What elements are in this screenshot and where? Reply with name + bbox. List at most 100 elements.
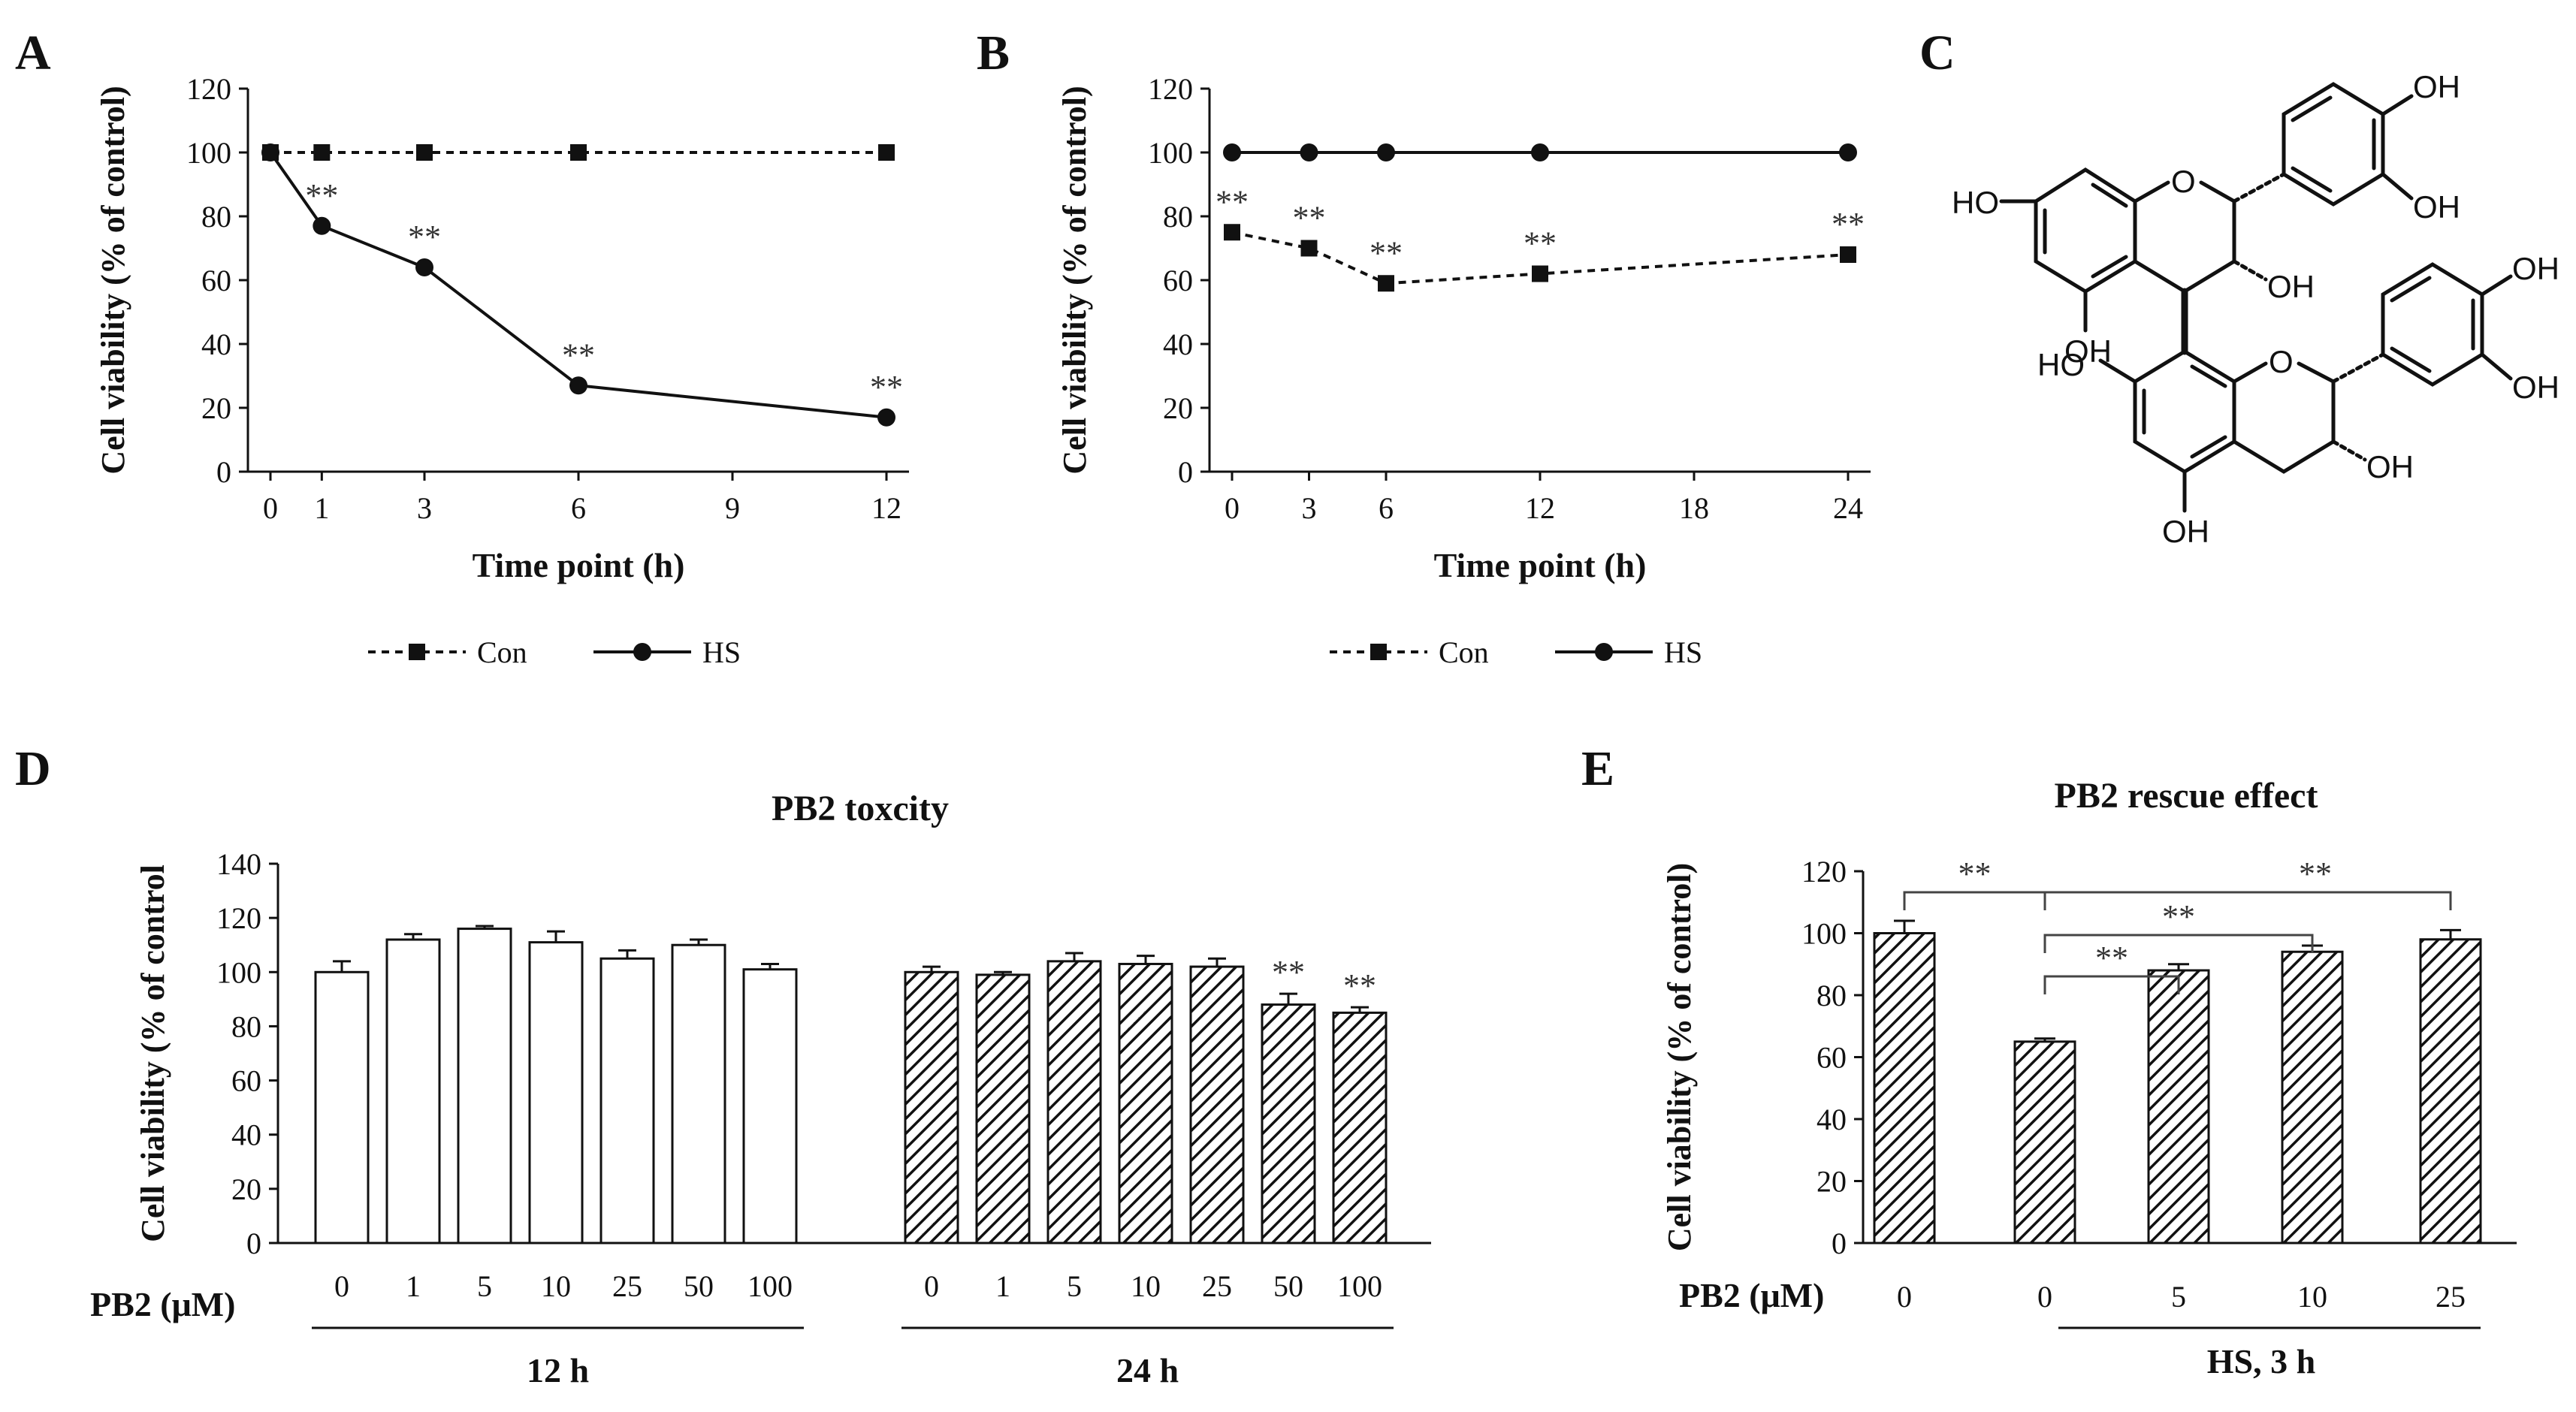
y-axis-title: Cell viability (% of control): [1056, 86, 1093, 474]
point-con: [1224, 224, 1240, 241]
point-hs: [1300, 143, 1318, 161]
x-tick-label: 0: [263, 491, 278, 525]
panel-letter-a: A: [15, 26, 51, 80]
significance-bracket: [1903, 891, 2046, 910]
y-tick-label: 120: [1148, 72, 1193, 106]
group-label: 12 h: [527, 1351, 589, 1389]
y-tick-label: 60: [201, 264, 231, 297]
significance-mark: **: [870, 369, 903, 406]
point-con: [878, 144, 895, 161]
y-tick-label: 0: [1832, 1226, 1847, 1260]
panel-letter-c: C: [1919, 26, 1955, 80]
upper-b-ring: [2282, 82, 2385, 207]
y-tick-label: 100: [1801, 917, 1847, 951]
x-tick-label: 0: [2037, 1280, 2052, 1314]
x-axis-title: Time point (h): [1434, 546, 1647, 584]
x-tick-label: 1: [314, 491, 329, 525]
x-tick-label: 0: [924, 1269, 939, 1303]
panel-letter-b: B: [977, 26, 1010, 80]
legend-marker-con: [409, 644, 425, 660]
x-tick-label: 24: [1833, 491, 1863, 525]
point-hs: [877, 408, 895, 427]
bar: [2419, 938, 2482, 1245]
x-tick-label: 25: [612, 1269, 642, 1303]
upper-a-ring: [2034, 167, 2137, 294]
y-tick-label: 40: [231, 1118, 261, 1152]
y-tick-label: 100: [216, 955, 261, 989]
x-tick-label: 9: [725, 491, 740, 525]
significance-mark: **: [1524, 225, 1557, 262]
x-tick-label: 50: [1273, 1269, 1303, 1303]
group-label: 24 h: [1116, 1351, 1179, 1389]
bar: [1332, 1011, 1388, 1245]
x-axis-title: Time point (h): [473, 546, 685, 584]
y-axis-title: Cell viability (% of control: [134, 864, 171, 1242]
structure-label: HO: [2037, 347, 2085, 382]
legend-label-con: Con: [477, 635, 527, 669]
bar: [457, 928, 512, 1245]
x-tick-label: 10: [541, 1269, 571, 1303]
x-axis-prefix: PB2 (μM): [90, 1285, 235, 1323]
significance-mark: **: [305, 177, 338, 214]
x-tick-label: 0: [1225, 491, 1240, 525]
panel-letter-d: D: [15, 741, 51, 796]
x-tick-label: 0: [334, 1269, 349, 1303]
x-tick-label: 12: [1525, 491, 1555, 525]
y-tick-label: 0: [1178, 455, 1193, 489]
significance-mark: **: [1958, 855, 1992, 892]
y-tick-label: 120: [186, 72, 231, 106]
legend-marker-con: [1370, 644, 1387, 660]
significance-bracket: [2043, 975, 2180, 994]
x-tick-label: 12: [871, 491, 901, 525]
significance-mark: **: [1343, 967, 1376, 1004]
bar: [385, 938, 441, 1245]
structure-label: OH: [2366, 449, 2414, 484]
y-axis-title: Cell viability (% of control): [1661, 863, 1698, 1251]
point-con: [416, 144, 433, 161]
point-con: [1378, 275, 1394, 292]
x-tick-label: 100: [747, 1269, 793, 1303]
legend-label-con: Con: [1439, 635, 1489, 669]
y-tick-label: 80: [1816, 979, 1847, 1012]
legend-label-hs: HS: [702, 635, 741, 669]
point-hs: [1839, 143, 1857, 161]
significance-mark: **: [408, 219, 441, 255]
y-tick-label: 80: [201, 200, 231, 234]
bar: [1261, 1003, 1316, 1245]
x-tick-label: 100: [1337, 1269, 1382, 1303]
structure-label: OH: [2413, 69, 2460, 104]
y-tick-label: 120: [1801, 855, 1847, 889]
structure-label: OH: [2064, 333, 2112, 369]
x-tick-label: 50: [684, 1269, 714, 1303]
significance-mark: **: [1832, 206, 1865, 243]
y-tick-label: 40: [201, 327, 231, 361]
y-tick-label: 60: [1816, 1041, 1847, 1075]
y-axis-title: Cell viability (% of control): [95, 86, 131, 474]
bar: [742, 968, 798, 1245]
bar: [975, 973, 1031, 1245]
x-tick-label: 0: [1897, 1280, 1912, 1314]
x-tick-label: 1: [406, 1269, 421, 1303]
y-tick-label: 0: [246, 1226, 261, 1260]
point-hs: [1531, 143, 1549, 161]
x-tick-label: 18: [1679, 491, 1709, 525]
structure-label: OH: [2267, 269, 2315, 304]
bar: [2013, 1040, 2076, 1245]
significance-mark: **: [1272, 954, 1305, 991]
y-tick-label: 60: [231, 1064, 261, 1098]
structure-label: O: [2171, 164, 2196, 199]
point-hs: [313, 216, 331, 235]
structure-label: OH: [2413, 189, 2460, 225]
y-tick-label: 0: [216, 455, 231, 489]
y-tick-label: 80: [1163, 200, 1193, 234]
y-tick-label: 80: [231, 1009, 261, 1043]
lower-c-ring: [2232, 361, 2268, 384]
point-hs: [261, 143, 279, 161]
panel-c-structure: [1999, 82, 2513, 513]
structure-labels: HO O OH OH OH OH HO O OH OH OH OH: [1952, 69, 2559, 549]
bar: [528, 941, 584, 1245]
significance-mark: **: [2095, 940, 2128, 976]
